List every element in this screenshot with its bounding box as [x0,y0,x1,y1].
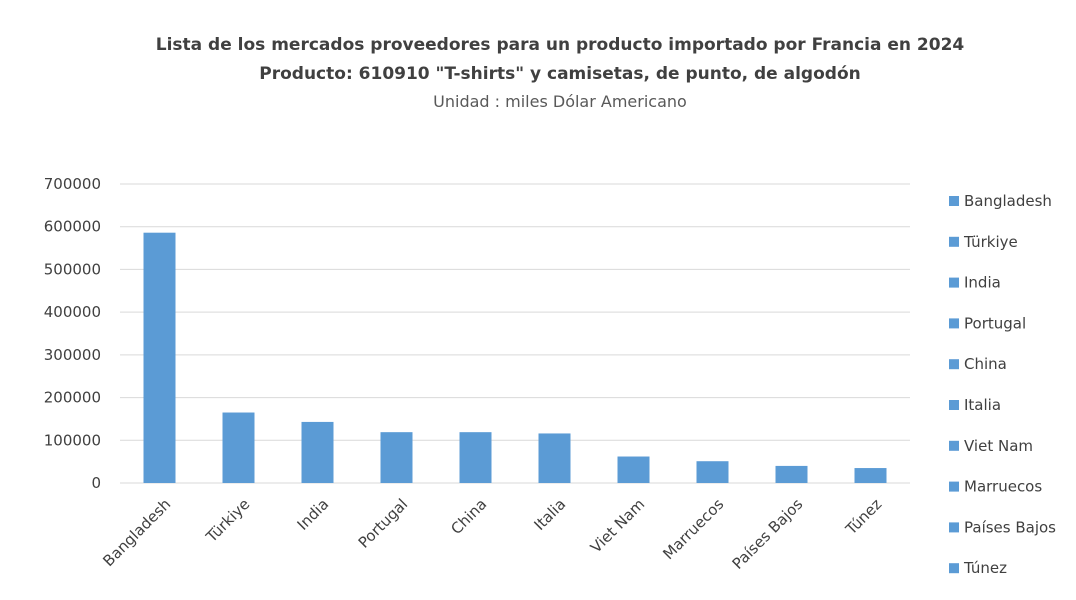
legend-label: India [964,274,1001,292]
x-tick-label: India [294,495,333,534]
legend-swatch [949,318,959,329]
legend-label: Bangladesh [964,192,1052,210]
bar [854,468,887,483]
chart-title: Lista de los mercados proveedores para u… [156,35,965,55]
y-tick-label: 600000 [44,218,101,236]
legend-label: Túnez [963,559,1007,577]
bar [538,433,571,483]
legend-label: Marruecos [964,478,1042,496]
legend-swatch [949,440,959,451]
x-axis-tick-labels: Bangladesh Türkiye India Portugal China Itali… [99,495,885,573]
bar [222,412,255,483]
chart-subtitle: Unidad : miles Dólar Americano [433,92,687,111]
chart-title-line2: Producto: 610910 "T-shirts" y camisetas,… [259,64,860,84]
y-tick-label: 200000 [44,389,101,407]
y-axis-tick-labels: 0 100000 200000 300000 400000 500000 600000 700… [44,175,101,492]
y-tick-label: 100000 [44,431,101,449]
legend-swatch [949,481,959,492]
x-tick-label: Túnez [841,495,885,539]
x-tick-label: Marruecos [659,495,727,563]
bar [143,232,176,483]
y-tick-label: 400000 [44,303,101,321]
x-tick-label: Viet Nam [587,495,649,557]
y-tick-label: 300000 [44,346,101,364]
x-tick-label: China [447,495,490,538]
bar [459,432,492,483]
legend-label: Viet Nam [964,437,1033,455]
x-tick-label: Países Bajos [729,495,807,573]
x-tick-label: Bangladesh [99,495,174,570]
legend-swatch [949,196,959,206]
bar [301,421,334,483]
x-tick-label: Türkiye [202,495,253,546]
bar [380,432,413,483]
legend-swatch [949,400,959,410]
y-tick-label: 0 [91,474,101,492]
legend: Bangladesh Türkiye India Portugal China Itali… [949,192,1056,577]
y-tick-label: 500000 [44,260,101,278]
legend-label: Países Bajos [964,518,1056,536]
x-tick-label: Italia [530,495,569,534]
legend-swatch [949,277,959,288]
legend-label: China [964,355,1007,373]
bars [143,232,887,483]
legend-swatch [949,359,959,370]
y-tick-label: 700000 [44,175,101,193]
legend-label: Portugal [964,314,1026,332]
legend-swatch [949,563,959,574]
legend-swatch [949,236,959,247]
bar [617,456,650,483]
legend-swatch [949,522,959,533]
bar [696,461,729,483]
legend-label: Italia [964,396,1001,414]
x-tick-label: Portugal [355,495,412,552]
bar [775,465,808,483]
legend-label: Türkiye [963,233,1018,251]
